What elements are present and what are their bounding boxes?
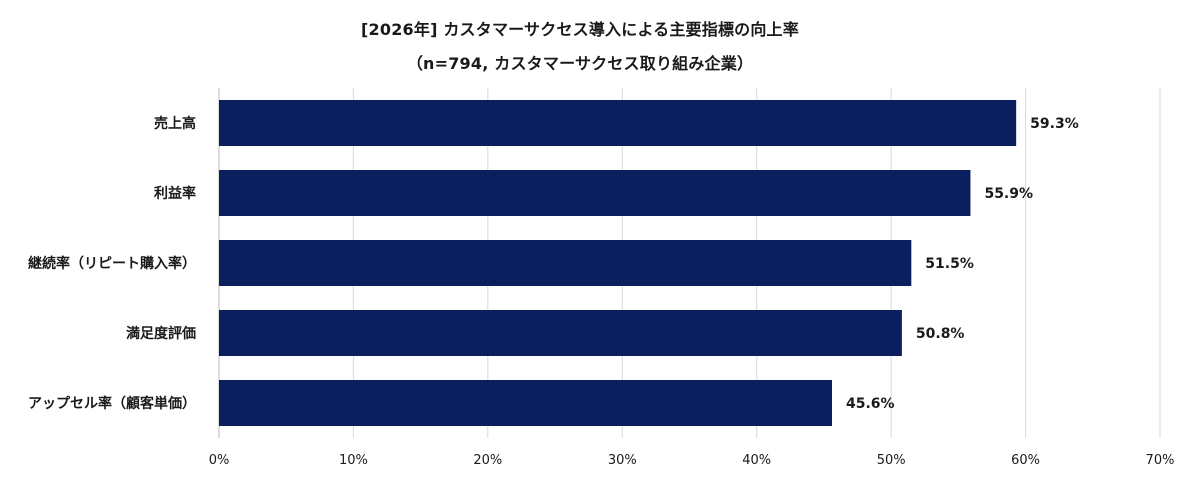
x-tick-label: 20% (473, 453, 502, 468)
x-tick-label: 30% (608, 453, 637, 468)
value-label: 55.9% (984, 186, 1033, 202)
category-label: アップセル率（顧客単価） (28, 395, 196, 412)
value-label: 45.6% (846, 396, 895, 412)
category-label: 継続率（リピート購入率） (28, 255, 196, 272)
bar (219, 170, 971, 216)
value-label: 51.5% (925, 256, 974, 272)
chart-subtitle: （n=794, カスタマーサクセス取り組み企業） (406, 54, 754, 73)
category-label: 利益率 (154, 185, 196, 202)
x-tick-label: 10% (339, 453, 368, 468)
category-label: 満足度評価 (126, 325, 196, 342)
x-tick-label: 40% (742, 453, 771, 468)
value-label: 50.8% (916, 326, 965, 342)
bar (219, 310, 902, 356)
bar (219, 380, 832, 426)
category-label: 売上高 (154, 115, 196, 132)
x-tick-label: 50% (877, 453, 906, 468)
x-tick-label: 0% (209, 453, 230, 468)
bar (219, 240, 912, 286)
chart-title: [2026年] カスタマーサクセス導入による主要指標の向上率 (361, 20, 799, 39)
x-tick-label: 70% (1146, 453, 1175, 468)
value-label: 59.3% (1030, 116, 1079, 132)
x-tick-label: 60% (1011, 453, 1040, 468)
bar (219, 100, 1017, 146)
